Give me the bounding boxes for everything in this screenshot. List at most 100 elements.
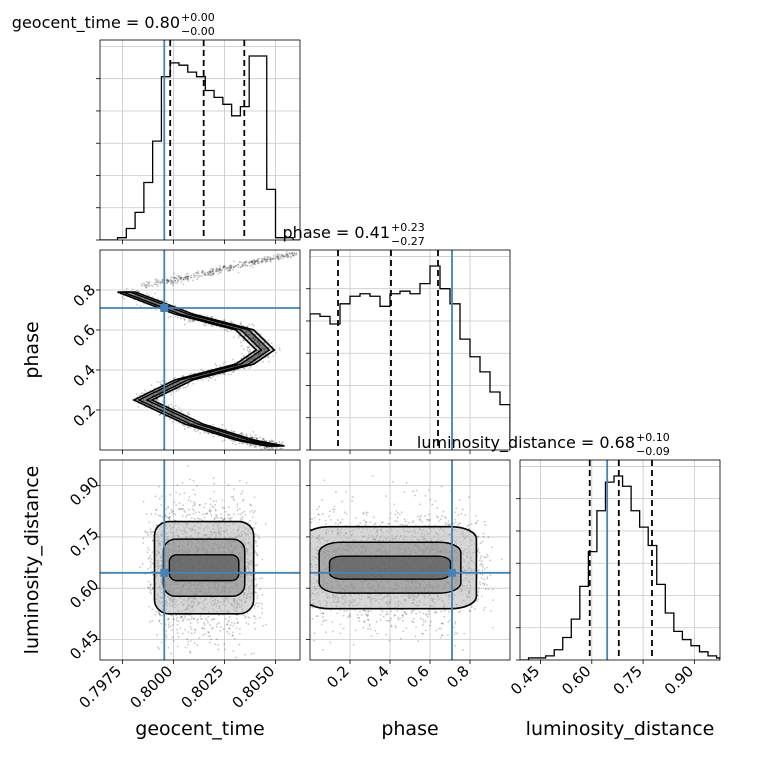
scatter-point bbox=[175, 504, 178, 507]
scatter-point bbox=[240, 432, 243, 435]
scatter-point bbox=[239, 627, 241, 630]
scatter-point bbox=[159, 413, 162, 416]
scatter-point bbox=[271, 440, 274, 443]
scatter-point bbox=[290, 252, 293, 254]
scatter-point bbox=[158, 620, 161, 623]
scatter-point bbox=[147, 285, 150, 288]
scatter-point bbox=[197, 270, 199, 273]
scatter-point bbox=[155, 508, 157, 511]
scatter-point bbox=[278, 254, 280, 257]
scatter-point bbox=[219, 271, 221, 274]
scatter-point bbox=[210, 638, 212, 641]
scatter-point bbox=[212, 273, 214, 275]
scatter-point bbox=[236, 622, 239, 624]
scatter-point bbox=[288, 252, 291, 255]
scatter-point bbox=[203, 516, 206, 519]
scatter-point bbox=[238, 335, 241, 337]
scatter-point bbox=[209, 274, 212, 277]
scatter-point bbox=[143, 389, 146, 392]
scatter-point bbox=[148, 556, 151, 559]
scatter-point bbox=[170, 403, 173, 406]
scatter-point bbox=[167, 626, 170, 629]
scatter-point bbox=[176, 484, 179, 487]
scatter-point bbox=[192, 617, 195, 620]
scatter-point bbox=[233, 637, 236, 640]
scatter-point bbox=[172, 284, 174, 287]
scatter-point bbox=[209, 376, 212, 379]
scatter-point bbox=[253, 436, 256, 439]
scatter-point bbox=[218, 269, 221, 271]
scatter-point bbox=[147, 580, 150, 583]
scatter-point bbox=[255, 437, 258, 440]
scatter-point bbox=[204, 274, 207, 277]
scatter-point bbox=[215, 268, 218, 271]
scatter-point bbox=[226, 630, 228, 633]
scatter-point bbox=[261, 260, 264, 263]
scatter-point bbox=[276, 253, 279, 256]
scatter-point bbox=[277, 256, 279, 259]
scatter-point bbox=[240, 517, 242, 520]
scatter-point bbox=[272, 446, 275, 449]
scatter-point bbox=[171, 636, 174, 639]
scatter-point bbox=[254, 434, 257, 437]
scatter-point bbox=[255, 445, 258, 448]
scatter-point bbox=[245, 261, 248, 264]
scatter-point bbox=[273, 441, 276, 444]
scatter-point bbox=[292, 255, 295, 257]
scatter-point bbox=[249, 365, 252, 368]
scatter-point bbox=[187, 279, 190, 282]
scatter-point bbox=[251, 436, 254, 439]
scatter-point bbox=[184, 511, 187, 513]
scatter-point bbox=[265, 258, 268, 260]
scatter-point bbox=[209, 274, 212, 277]
scatter-point bbox=[192, 512, 195, 515]
scatter-point bbox=[159, 282, 162, 285]
scatter-point bbox=[254, 444, 257, 447]
scatter-point bbox=[277, 255, 280, 258]
scatter-point bbox=[223, 439, 226, 442]
scatter-point bbox=[255, 437, 258, 439]
scatter-point bbox=[257, 258, 259, 260]
scatter-point bbox=[144, 406, 147, 408]
scatter-point bbox=[277, 257, 280, 260]
scatter-point bbox=[142, 500, 145, 503]
scatter-point bbox=[217, 272, 220, 275]
scatter-point bbox=[253, 604, 255, 607]
scatter-point bbox=[198, 637, 200, 639]
scatter-point bbox=[275, 446, 278, 449]
scatter-point bbox=[150, 284, 153, 287]
scatter-point bbox=[272, 254, 275, 257]
scatter-point bbox=[274, 257, 277, 260]
scatter-point bbox=[155, 399, 157, 402]
scatter-point bbox=[242, 354, 245, 357]
scatter-point bbox=[176, 616, 178, 619]
scatter-point bbox=[172, 377, 175, 380]
scatter-point bbox=[215, 364, 218, 367]
scatter-point bbox=[219, 266, 222, 269]
scatter-point bbox=[170, 276, 173, 279]
scatter-point bbox=[406, 524, 409, 527]
scatter-point bbox=[173, 272, 176, 275]
scatter-point bbox=[173, 277, 176, 279]
scatter-point bbox=[167, 280, 170, 283]
scatter-point bbox=[219, 269, 222, 271]
scatter-point bbox=[148, 605, 150, 608]
scatter-point bbox=[214, 504, 216, 506]
scatter-point bbox=[281, 254, 284, 257]
scatter-point bbox=[201, 271, 204, 274]
scatter-point bbox=[241, 490, 244, 493]
scatter-point bbox=[145, 391, 148, 394]
scatter-point bbox=[253, 496, 256, 499]
scatter-point bbox=[221, 423, 224, 426]
pair-geocent_time-phase bbox=[100, 250, 300, 450]
scatter-point bbox=[193, 504, 196, 506]
scatter-point bbox=[195, 430, 197, 433]
scatter-point bbox=[171, 510, 174, 513]
scatter-point bbox=[223, 264, 226, 267]
scatter-point bbox=[159, 281, 162, 284]
scatter-point bbox=[138, 566, 141, 569]
scatter-point bbox=[233, 488, 235, 490]
scatter-point bbox=[177, 389, 180, 392]
scatter-point bbox=[253, 615, 255, 618]
scatter-point bbox=[239, 266, 242, 269]
